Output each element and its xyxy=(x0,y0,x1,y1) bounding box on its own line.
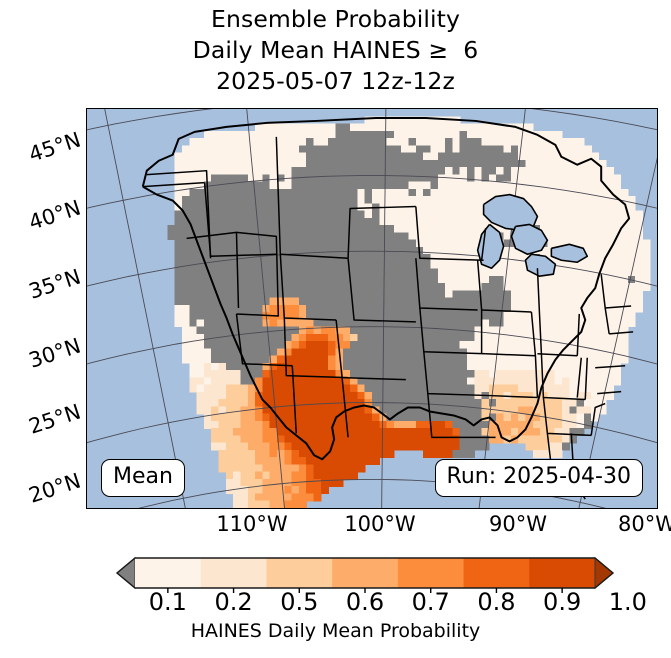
colorbar-under-arrow xyxy=(116,556,136,590)
lon-tick-90W: 90°W xyxy=(489,512,547,536)
state-border-24 xyxy=(536,268,543,354)
state-border-22 xyxy=(489,394,538,399)
state-border-10 xyxy=(347,258,416,323)
state-border-38 xyxy=(595,364,626,369)
lat-tick-35N: 35°N xyxy=(25,264,84,304)
title-line-3: 2025-05-07 12z-12z xyxy=(216,67,455,95)
state-border-23 xyxy=(530,311,539,398)
great-lake-4 xyxy=(550,243,589,264)
colorbar-swatches xyxy=(115,556,615,593)
colorbar-over-arrow xyxy=(594,556,614,590)
colorbar-segment-2 xyxy=(266,558,333,588)
state-border-20 xyxy=(481,309,532,313)
state-border-9 xyxy=(291,365,298,434)
colorbar-outline xyxy=(115,557,615,589)
title-line-2: Daily Mean HAINES ≥ 6 xyxy=(192,36,479,64)
map-canvas xyxy=(87,109,657,508)
map-plot-area: Mean Run: 2025-04-30 xyxy=(86,108,658,509)
colorbar-segment-6 xyxy=(529,558,596,588)
colorbar: 0.1 0.2 0.5 0.6 0.7 0.8 0.9 1.0 HAINES Daily Me… xyxy=(0,552,671,658)
lon-tick-100W: 100°W xyxy=(344,512,416,536)
state-border-31 xyxy=(584,357,588,400)
colorbar-tick-label-5: 0.8 xyxy=(477,588,516,616)
state-border-26 xyxy=(537,353,578,357)
state-border-6 xyxy=(236,231,280,317)
state-border-3 xyxy=(203,182,277,258)
state-border-39 xyxy=(597,390,622,395)
state-border-18 xyxy=(427,393,496,439)
figure-title: Ensemble Probability Daily Mean HAINES ≥… xyxy=(0,4,671,97)
colorbar-segment-5 xyxy=(463,558,530,588)
colorbar-tick-label-2: 0.5 xyxy=(280,588,319,616)
colorbar-tick-label-3: 0.6 xyxy=(345,588,385,616)
colorbar-tick-label-6: 0.9 xyxy=(543,588,582,616)
probability-raster xyxy=(167,116,651,508)
great-lake-1 xyxy=(510,223,549,256)
state-border-34 xyxy=(590,402,606,436)
great-lake-3 xyxy=(524,253,557,277)
state-border-5 xyxy=(279,254,337,321)
map-note-mean: Mean xyxy=(101,459,185,497)
lat-tick-45N: 45°N xyxy=(25,127,84,167)
colorbar-tick-label-4: 0.7 xyxy=(411,588,450,616)
state-border-35 xyxy=(600,274,610,334)
state-border-12 xyxy=(341,377,349,438)
colorbar-tick-label-0: 0.1 xyxy=(148,588,187,616)
colorbar-tick-label-7: 1.0 xyxy=(608,588,647,616)
colorbar-segment-4 xyxy=(397,558,465,588)
state-border-30 xyxy=(576,357,583,398)
state-border-0 xyxy=(146,169,212,259)
state-border-13 xyxy=(347,205,416,259)
state-border-36 xyxy=(605,305,632,309)
state-border-8 xyxy=(283,317,349,379)
colorbar-axis-label: HAINES Daily Mean Probability xyxy=(190,620,481,642)
state-border-25 xyxy=(480,228,487,261)
colorbar-segment-3 xyxy=(332,558,399,588)
state-border-37 xyxy=(609,331,634,335)
lon-tick-110W: 110°W xyxy=(216,512,288,536)
map-graticule xyxy=(87,109,657,508)
lat-tick-30N: 30°N xyxy=(25,333,84,373)
lat-tick-25N: 25°N xyxy=(25,399,84,439)
colorbar-segment-1 xyxy=(200,558,267,588)
lat-tick-40N: 40°N xyxy=(25,195,84,235)
state-border-1 xyxy=(142,181,205,188)
state-border-29 xyxy=(576,313,581,356)
state-border-21 xyxy=(485,353,536,357)
great-lake-0 xyxy=(482,193,539,232)
colorbar-segment-0 xyxy=(135,558,202,588)
lat-tick-20N: 20°N xyxy=(25,468,84,508)
map-note-run: Run: 2025-04-30 xyxy=(434,459,643,497)
map-borders xyxy=(141,116,634,500)
colorbar-tick-label-1: 0.2 xyxy=(214,588,253,616)
lon-tick-80W: 80°W xyxy=(618,512,671,536)
state-border-14 xyxy=(415,206,484,261)
title-line-1: Ensemble Probability xyxy=(211,5,460,33)
state-border-7 xyxy=(235,313,293,367)
